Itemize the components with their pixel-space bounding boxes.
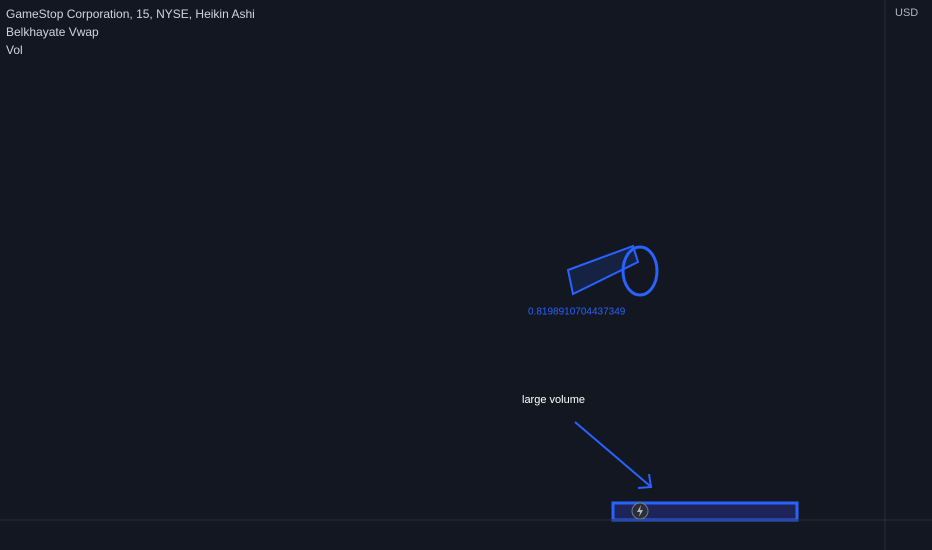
indicator-label: Belkhayate Vwap [6,25,99,39]
currency: USD [895,7,918,19]
channel-drawing[interactable] [566,244,640,296]
arrow-head [637,473,653,489]
circle-drawing[interactable] [621,245,659,297]
bolt-icon [637,505,643,517]
note: large volume [522,394,585,406]
indicator-label: Vol [6,43,23,57]
arrow [574,421,651,487]
channel-label: 0.8198910704437349 [528,307,626,318]
chart-title: GameStop Corporation, 15, NYSE, Heikin A… [6,7,255,21]
